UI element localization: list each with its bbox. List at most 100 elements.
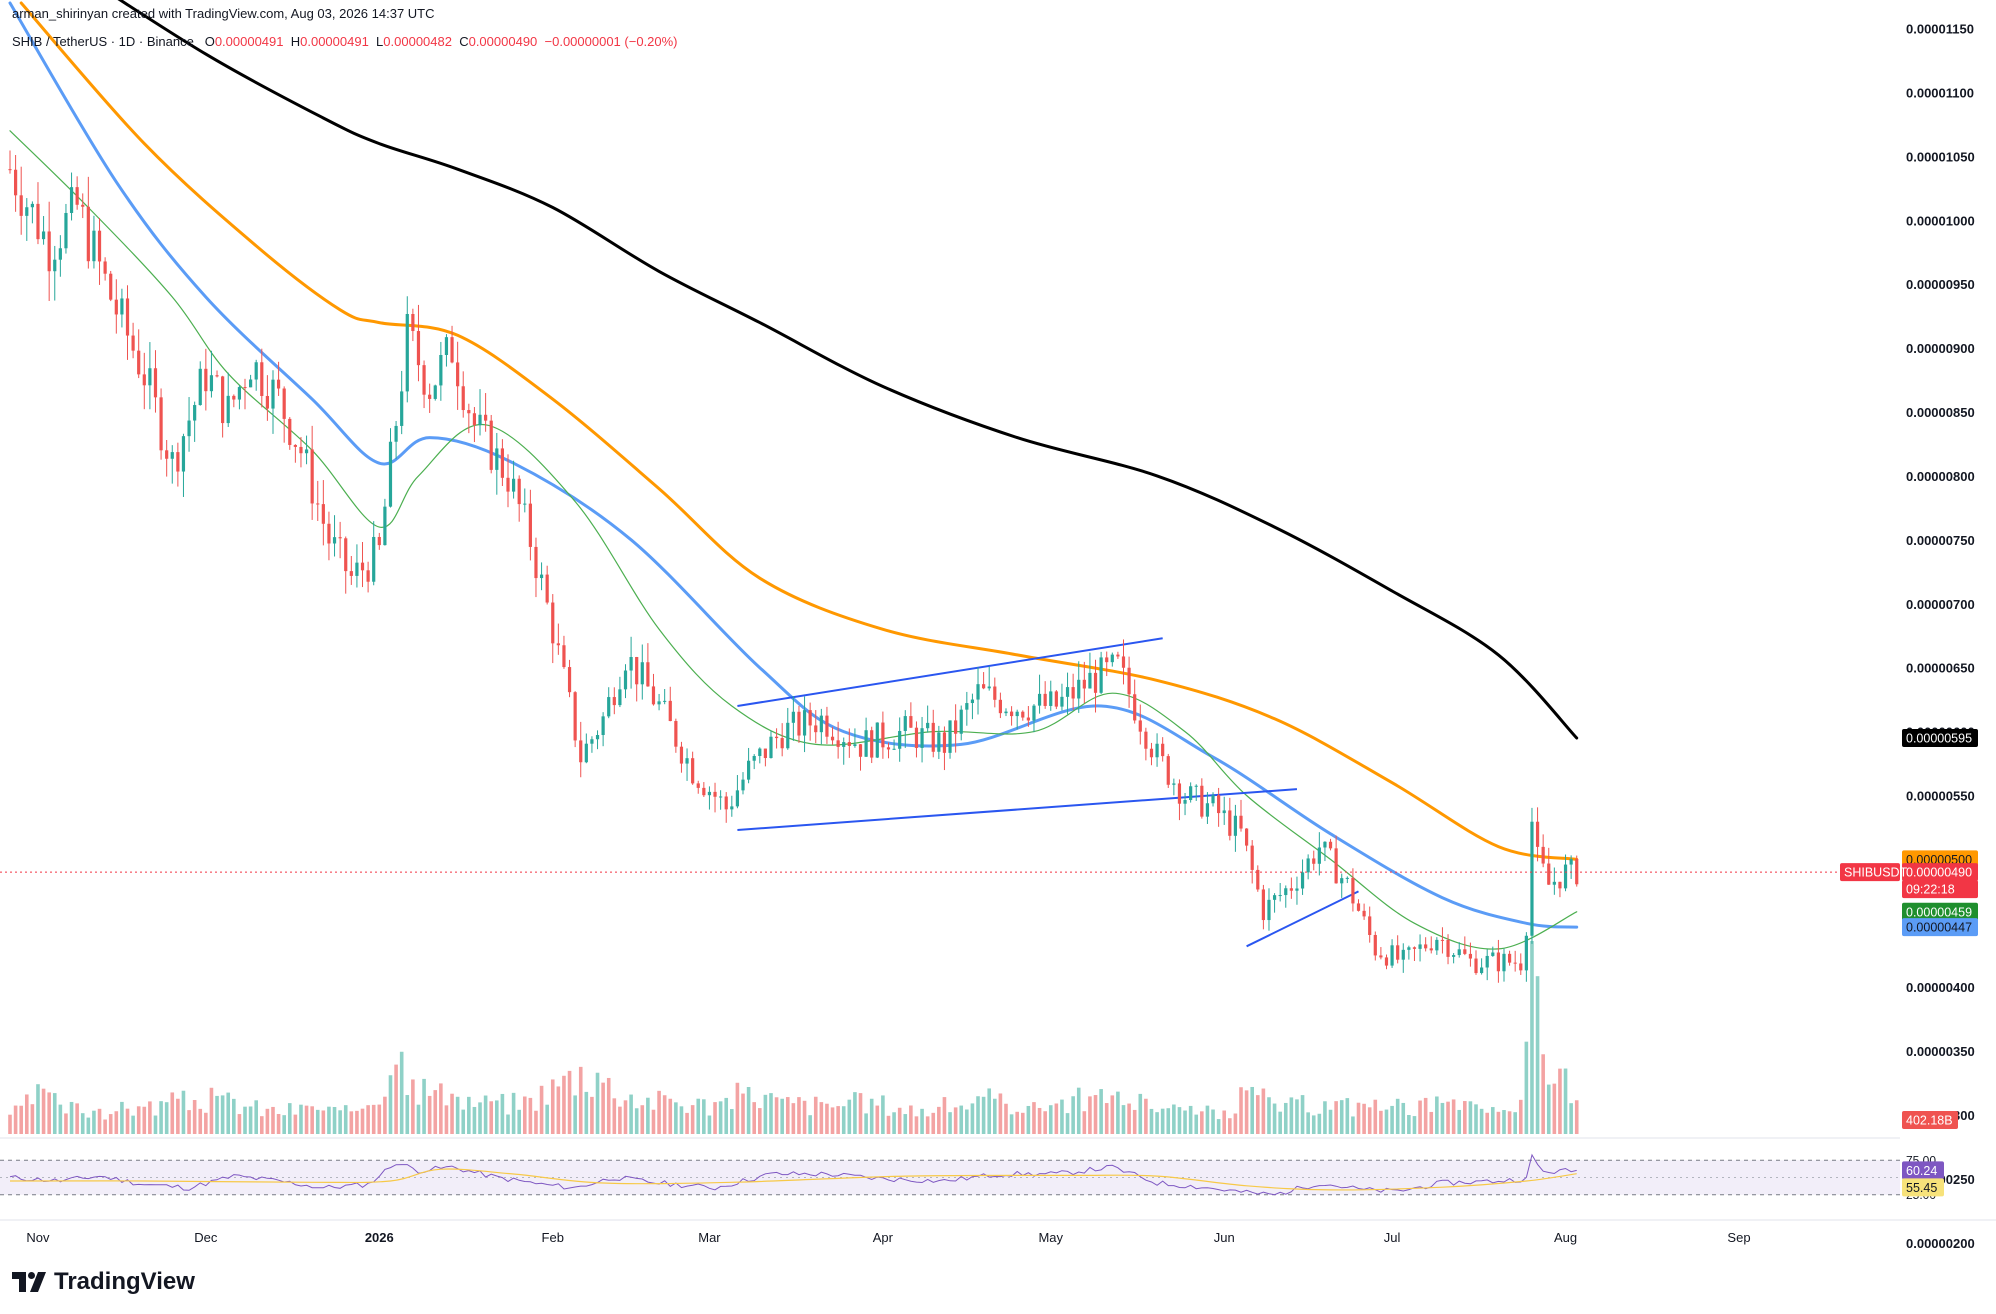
candle-body xyxy=(310,449,314,504)
candle-body xyxy=(120,298,124,315)
candle-body xyxy=(1071,687,1075,699)
candle-body xyxy=(467,410,471,414)
volume-bar xyxy=(511,1092,516,1134)
volume-bar xyxy=(556,1086,561,1134)
tradingview-logo[interactable]: TradingView xyxy=(12,1268,195,1296)
volume-bar xyxy=(1446,1101,1450,1134)
candle-body xyxy=(103,261,107,274)
candle-body xyxy=(657,701,661,705)
candle-body xyxy=(1435,939,1439,951)
candle-body xyxy=(1351,877,1355,904)
volume-bar xyxy=(310,1106,314,1134)
volume-bar xyxy=(360,1108,365,1134)
rsi-pane[interactable]: 75.0025.00 xyxy=(0,1153,1936,1202)
volume-bar xyxy=(1116,1091,1120,1134)
volume-label-bg xyxy=(1902,1111,1958,1129)
volume-bar xyxy=(1183,1110,1187,1134)
candle-body xyxy=(870,730,874,758)
candle-body xyxy=(344,538,348,572)
candle-body xyxy=(881,722,885,748)
volume-bar xyxy=(47,1092,51,1134)
volume-bar xyxy=(797,1097,801,1134)
candle-body xyxy=(215,375,219,377)
volume-label: 402.18B xyxy=(1906,1114,1953,1128)
volume-bar xyxy=(282,1115,286,1134)
candle-body xyxy=(1177,783,1182,804)
candle-body xyxy=(1200,785,1204,817)
candle-body xyxy=(892,748,896,750)
volume-bar xyxy=(416,1104,421,1134)
rsi-ma-value-label: 55.45 xyxy=(1906,1181,1937,1195)
candle-body xyxy=(931,722,935,752)
candle-body xyxy=(595,735,600,740)
volume-bar xyxy=(953,1107,958,1134)
y-tick-label: 0.00000750 xyxy=(1906,533,1975,548)
volume-bar xyxy=(819,1102,824,1134)
candle-body xyxy=(976,684,980,700)
volume-bar xyxy=(959,1105,964,1134)
candle-body xyxy=(898,730,902,749)
volume-bar xyxy=(1530,940,1534,1134)
volume-bar xyxy=(662,1095,667,1134)
candle-body xyxy=(830,736,835,741)
volume-bar xyxy=(1043,1111,1047,1134)
candle-body xyxy=(232,395,236,400)
candle-body xyxy=(724,796,728,810)
candle-body xyxy=(114,299,118,315)
candle-body xyxy=(1077,679,1081,699)
volume-bar xyxy=(763,1094,768,1134)
candle-body xyxy=(1552,881,1556,885)
volume-bar xyxy=(1138,1093,1143,1134)
volume-bar xyxy=(584,1091,589,1134)
candle-body xyxy=(1004,711,1008,714)
candle-body xyxy=(181,436,186,472)
volume-bar xyxy=(75,1103,79,1134)
trendline xyxy=(1246,890,1359,948)
volume-bar xyxy=(998,1093,1003,1134)
candle-body xyxy=(651,686,656,705)
time-axis[interactable]: Nov Dec 2026 Feb Mar Apr May Jun Jul Aug Sep xyxy=(26,1230,1750,1245)
volume-bar xyxy=(13,1105,18,1134)
volume-bar xyxy=(1172,1104,1176,1134)
volume-bar xyxy=(1032,1102,1036,1134)
candle-body xyxy=(1362,910,1366,917)
candle-body xyxy=(556,643,560,646)
symbol-title[interactable]: SHIB / TetherUS · 1D · Binance xyxy=(12,34,194,49)
candle-body xyxy=(1300,872,1305,889)
price-label: 0.00000459 xyxy=(1906,905,1972,919)
x-tick-label: Jun xyxy=(1214,1230,1235,1245)
candle-body xyxy=(198,368,202,406)
volume-bar xyxy=(153,1115,158,1134)
x-tick-label: Mar xyxy=(698,1230,721,1245)
price-pane[interactable] xyxy=(0,0,1900,1134)
y-tick-label: 0.00001050 xyxy=(1906,149,1975,164)
candle-body xyxy=(422,365,426,395)
volume-bar xyxy=(987,1088,992,1134)
candle-body xyxy=(484,414,488,421)
volume-bar xyxy=(377,1104,382,1134)
candle-body xyxy=(282,388,286,419)
candle-body xyxy=(1222,810,1226,814)
candle-body xyxy=(187,420,191,437)
candle-body xyxy=(691,758,695,784)
author-credit: arman_shirinyan created with TradingView… xyxy=(12,6,435,21)
volume-bar xyxy=(1351,1116,1355,1134)
candle-body xyxy=(293,444,297,447)
candle-body xyxy=(243,387,247,389)
volume-bar xyxy=(847,1099,852,1134)
volume-bar xyxy=(366,1105,370,1134)
candle-body xyxy=(1457,949,1461,956)
candle-body xyxy=(1060,696,1064,707)
candle-body xyxy=(372,536,376,582)
candle-body xyxy=(511,478,516,492)
brand-name: TradingView xyxy=(54,1268,195,1295)
volume-bar xyxy=(450,1093,454,1134)
price-labels: 0.000005950.000005000.0000049009:22:18SH… xyxy=(1840,728,1978,1197)
candle-body xyxy=(1021,711,1025,718)
candle-body xyxy=(304,449,309,454)
candle-body xyxy=(506,477,510,492)
volume-bar xyxy=(1379,1110,1383,1134)
volume-bar xyxy=(483,1095,488,1134)
candle-body xyxy=(646,662,650,687)
